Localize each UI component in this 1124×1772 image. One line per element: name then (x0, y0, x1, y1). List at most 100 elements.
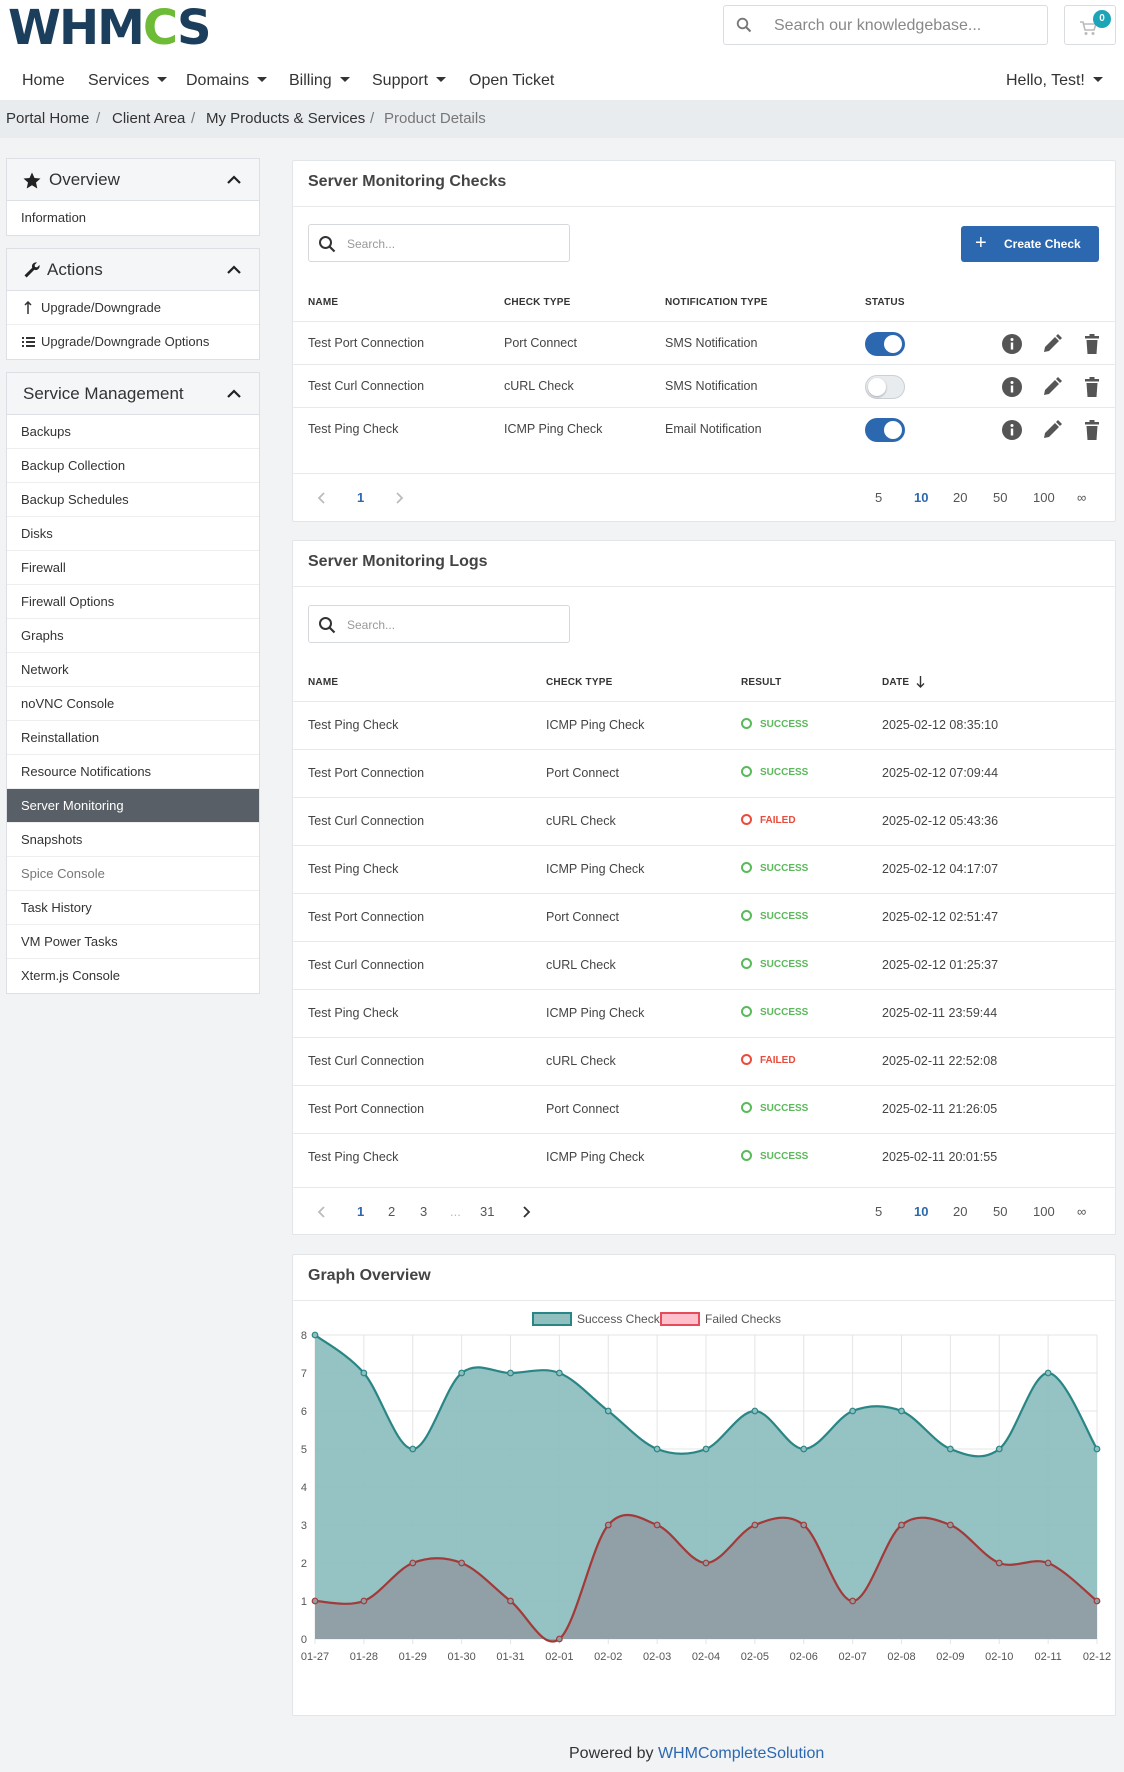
page-size-option[interactable]: 5 (875, 1204, 883, 1219)
data-point[interactable] (458, 1369, 466, 1377)
checks-col-notification-type[interactable]: NOTIFICATION TYPE (665, 297, 768, 308)
checks-col-name[interactable]: NAME (308, 297, 339, 308)
trash-icon[interactable] (1081, 376, 1103, 398)
data-point[interactable] (604, 1521, 612, 1529)
page-size-option[interactable]: 10 (914, 490, 929, 505)
data-point[interactable] (507, 1369, 514, 1377)
page-size-option[interactable]: 50 (993, 490, 1008, 505)
sidebar-item-xterm-js-console[interactable]: Xterm.js Console (21, 968, 120, 983)
sidebar-item-resource-notifications[interactable]: Resource Notifications (7, 755, 259, 789)
data-point[interactable] (507, 1597, 514, 1605)
logs-search-input[interactable]: Search... (308, 605, 570, 643)
user-menu[interactable]: Hello, Test! (1006, 72, 1103, 90)
legend-label[interactable]: Success Checks (577, 1312, 666, 1326)
sidebar-item-server-monitoring[interactable]: Server Monitoring (7, 789, 259, 823)
sidebar-item-backup-schedules[interactable]: Backup Schedules (7, 483, 259, 517)
logs-col-date[interactable]: DATE (882, 676, 925, 688)
breadcrumb-client-area[interactable]: Client Area (112, 110, 186, 127)
sidebar-item-backup-collection[interactable]: Backup Collection (7, 449, 259, 483)
trash-icon[interactable] (1081, 333, 1103, 355)
sidebar-item-information[interactable]: Information (21, 210, 87, 225)
sidebar-item-reinstallation[interactable]: Reinstallation (7, 721, 259, 755)
chevron-up-icon[interactable] (227, 173, 241, 187)
page-size-option[interactable]: 20 (953, 1204, 968, 1219)
data-point[interactable] (702, 1559, 710, 1567)
status-toggle[interactable] (865, 418, 905, 442)
data-point[interactable] (653, 1521, 661, 1529)
data-point[interactable] (555, 1635, 563, 1643)
sidebar-item-backups[interactable]: Backups (7, 415, 259, 449)
data-point[interactable] (702, 1445, 710, 1453)
nav-billing[interactable]: Billing (289, 72, 350, 90)
chevron-up-icon[interactable] (227, 263, 241, 277)
info-icon[interactable] (1001, 419, 1023, 441)
edit-icon[interactable] (1041, 376, 1063, 398)
page-size-option[interactable]: 100 (1033, 490, 1055, 505)
page-size-option[interactable]: ∞ (1077, 490, 1087, 505)
sidebar-item-graphs[interactable]: Graphs (7, 619, 259, 653)
page-size-option[interactable]: 10 (914, 1204, 929, 1219)
logo[interactable]: WHMCS (8, 0, 212, 56)
data-point[interactable] (800, 1445, 808, 1453)
data-point[interactable] (946, 1445, 954, 1453)
sidebar-item-upgrade-downgrade-options[interactable]: Upgrade/Downgrade Options (7, 325, 259, 359)
page-link[interactable]: 3 (420, 1204, 428, 1219)
checks-search-input[interactable]: Search... (308, 224, 570, 262)
data-point[interactable] (1044, 1559, 1052, 1567)
data-point[interactable] (311, 1331, 319, 1339)
data-point[interactable] (458, 1559, 466, 1567)
chevron-right-icon[interactable] (396, 492, 404, 504)
chevron-up-icon[interactable] (227, 387, 241, 401)
edit-icon[interactable] (1041, 333, 1063, 355)
nav-home[interactable]: Home (22, 72, 65, 89)
page-size-option[interactable]: ∞ (1077, 1204, 1087, 1219)
status-toggle[interactable] (865, 375, 905, 399)
sidebar-actions-header[interactable]: Actions (7, 249, 259, 291)
logs-col-result[interactable]: RESULT (741, 677, 782, 688)
data-point[interactable] (898, 1407, 905, 1415)
sidebar-overview-header[interactable]: Overview (7, 159, 259, 201)
nav-domains[interactable]: Domains (186, 72, 268, 90)
nav-services[interactable]: Services (88, 72, 168, 90)
create-check-button[interactable]: + Create Check (961, 226, 1099, 262)
legend-label[interactable]: Failed Checks (705, 1312, 781, 1326)
page-size-option[interactable]: 20 (953, 490, 968, 505)
legend-swatch[interactable] (532, 1312, 572, 1326)
data-point[interactable] (1093, 1597, 1101, 1605)
sidebar-item-novnc-console[interactable]: noVNC Console (7, 687, 259, 721)
data-point[interactable] (751, 1407, 759, 1415)
data-point[interactable] (1044, 1369, 1052, 1377)
data-point[interactable] (409, 1445, 417, 1453)
checks-col-check-type[interactable]: CHECK TYPE (504, 297, 571, 308)
chevron-left-icon[interactable] (317, 1206, 325, 1218)
sidebar-item-task-history[interactable]: Task History (7, 891, 259, 925)
nav-support[interactable]: Support (372, 72, 447, 90)
data-point[interactable] (995, 1559, 1003, 1567)
info-icon[interactable] (1001, 376, 1023, 398)
checks-col-status[interactable]: STATUS (865, 297, 905, 308)
breadcrumb-products[interactable]: My Products & Services (206, 110, 366, 127)
edit-icon[interactable] (1041, 419, 1063, 441)
sidebar-item-snapshots[interactable]: Snapshots (7, 823, 259, 857)
page-link[interactable]: 2 (388, 1204, 396, 1219)
sidebar-item-vm-power-tasks[interactable]: VM Power Tasks (7, 925, 259, 959)
trash-icon[interactable] (1081, 419, 1103, 441)
page-link[interactable]: 31 (480, 1204, 495, 1219)
data-point[interactable] (360, 1597, 368, 1605)
sidebar-item-upgrade-downgrade[interactable]: Upgrade/Downgrade (7, 291, 259, 325)
data-point[interactable] (409, 1559, 417, 1567)
data-point[interactable] (751, 1521, 759, 1529)
sidebar-item-disks[interactable]: Disks (7, 517, 259, 551)
data-point[interactable] (946, 1521, 954, 1529)
sidebar-item-firewall[interactable]: Firewall (7, 551, 259, 585)
footer-link[interactable]: WHMCompleteSolution (657, 1745, 825, 1762)
sidebar-item-firewall-options[interactable]: Firewall Options (7, 585, 259, 619)
data-point[interactable] (898, 1521, 905, 1529)
data-point[interactable] (360, 1369, 368, 1377)
info-icon[interactable] (1001, 333, 1023, 355)
sidebar-service-header[interactable]: Service Management (7, 373, 259, 415)
data-point[interactable] (995, 1445, 1003, 1453)
data-point[interactable] (849, 1407, 857, 1415)
page-link[interactable]: 1 (357, 1204, 365, 1219)
page-size-option[interactable]: 5 (875, 490, 883, 505)
